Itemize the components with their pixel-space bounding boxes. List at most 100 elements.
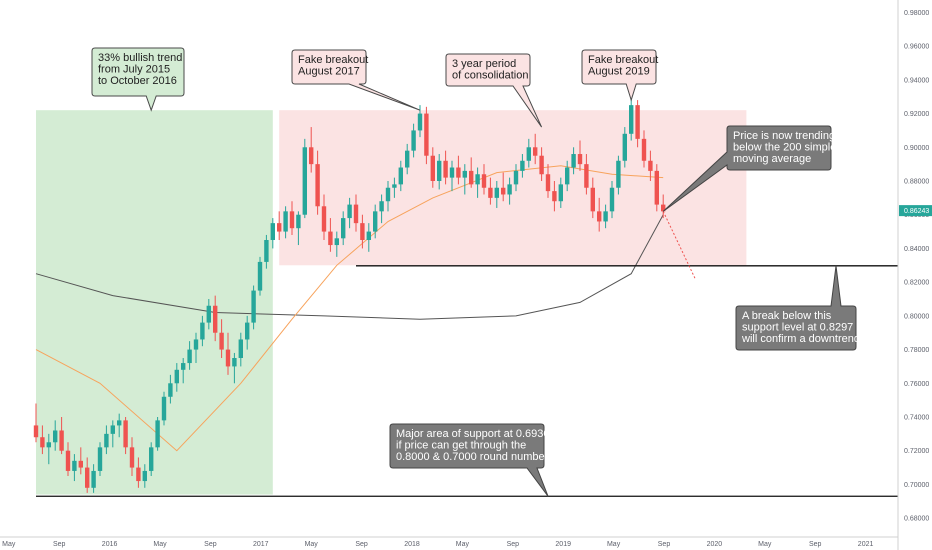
candle xyxy=(462,164,467,195)
callout-consolidation-line: of consolidation xyxy=(452,70,528,82)
candle xyxy=(334,231,339,257)
candle-body xyxy=(507,184,512,195)
candles-layer xyxy=(33,96,696,493)
candle-body xyxy=(635,105,640,139)
candle xyxy=(302,138,307,219)
callout-fake-breakout-2017-line: August 2017 xyxy=(298,66,360,78)
projection-arrow xyxy=(662,211,696,279)
candle xyxy=(46,433,51,465)
candle-body xyxy=(181,363,186,370)
candle xyxy=(129,437,135,476)
candle-body xyxy=(155,420,160,448)
candle-body xyxy=(590,187,595,212)
candle xyxy=(443,150,448,185)
callout-trend-below-sma-line: below the 200 simple xyxy=(733,142,836,154)
candle xyxy=(168,374,173,404)
candle xyxy=(584,154,589,195)
candle xyxy=(296,211,301,246)
callout-major-support-line: if price can get through the xyxy=(396,440,526,452)
candle-body xyxy=(257,261,263,291)
candle-body xyxy=(430,155,435,181)
candle xyxy=(603,204,608,229)
candle xyxy=(181,358,186,384)
candle-body xyxy=(251,290,256,323)
candle-body xyxy=(277,223,282,232)
candle xyxy=(206,299,211,330)
candle xyxy=(641,130,647,168)
candle xyxy=(385,181,391,212)
callout-bullish-trend-line: 33% bullish trend xyxy=(98,52,182,64)
candle-body xyxy=(283,211,288,232)
support-lines-layer xyxy=(36,265,898,497)
candle-body xyxy=(136,467,141,482)
candle-body xyxy=(97,447,103,471)
candle-body xyxy=(328,231,333,246)
candle-body xyxy=(533,147,538,156)
callout-major-support-line: Major area of support at 0.6930 xyxy=(396,428,549,440)
candle-body xyxy=(117,420,122,426)
candle xyxy=(481,164,487,195)
y-tick-label: 0.94000 xyxy=(904,77,929,84)
y-tick-label: 0.70000 xyxy=(904,482,929,489)
candle-body xyxy=(59,430,64,451)
candle-body xyxy=(443,160,448,178)
candle-body xyxy=(142,470,147,482)
candle xyxy=(219,319,224,358)
candle xyxy=(123,417,128,455)
candle xyxy=(53,420,58,451)
x-tick-label: Sep xyxy=(204,541,217,548)
candle xyxy=(193,332,199,364)
candle-body xyxy=(481,174,487,188)
candle xyxy=(283,206,288,239)
candle-body xyxy=(334,238,339,246)
candle-body xyxy=(552,191,557,202)
callout-fake-breakout-2019-line: August 2019 xyxy=(588,66,650,78)
candle xyxy=(149,442,154,476)
candle-body xyxy=(405,150,410,168)
callout-fake-breakout-2017-shape xyxy=(291,49,421,111)
candle xyxy=(347,197,352,229)
x-tick-label: May xyxy=(607,541,621,548)
candle-body xyxy=(392,184,397,188)
callout-break-support-shape xyxy=(735,265,857,351)
candle xyxy=(590,177,595,219)
candle-body xyxy=(654,170,659,205)
candle-body xyxy=(411,130,416,151)
candle xyxy=(373,204,378,239)
callout-bullish-trend-shape xyxy=(91,47,185,112)
candle-body xyxy=(91,470,96,488)
candle-body xyxy=(373,211,378,232)
current-price-badge xyxy=(899,205,932,217)
candle-body xyxy=(33,425,39,438)
candle-body xyxy=(398,167,403,185)
y-tick-label: 0.88000 xyxy=(904,179,929,186)
candle-body xyxy=(648,160,653,171)
x-tick-label: May xyxy=(456,541,470,548)
candle xyxy=(85,457,90,493)
x-tick-label: May xyxy=(305,541,319,548)
sma-200-line xyxy=(35,214,664,320)
candle-body xyxy=(424,113,429,156)
candle-body xyxy=(341,218,346,239)
x-tick-label: 2019 xyxy=(555,541,571,548)
callout-fake-breakout-2017-line: Fake breakout xyxy=(298,54,368,66)
callout-bullish-trend-line: to October 2016 xyxy=(98,75,177,87)
candle xyxy=(545,164,551,198)
candle-body xyxy=(577,154,583,165)
candle xyxy=(251,285,256,330)
y-tick-label: 0.78000 xyxy=(904,347,929,354)
callout-fake-breakout-2019-shape xyxy=(581,49,657,102)
candle-body xyxy=(289,211,295,229)
candle-body xyxy=(385,187,391,202)
candle xyxy=(270,218,275,249)
candle-body xyxy=(270,223,275,240)
candle-body xyxy=(469,170,474,185)
x-tick-label: 2017 xyxy=(253,541,269,548)
candle-body xyxy=(526,147,531,161)
candle-body xyxy=(187,349,192,364)
